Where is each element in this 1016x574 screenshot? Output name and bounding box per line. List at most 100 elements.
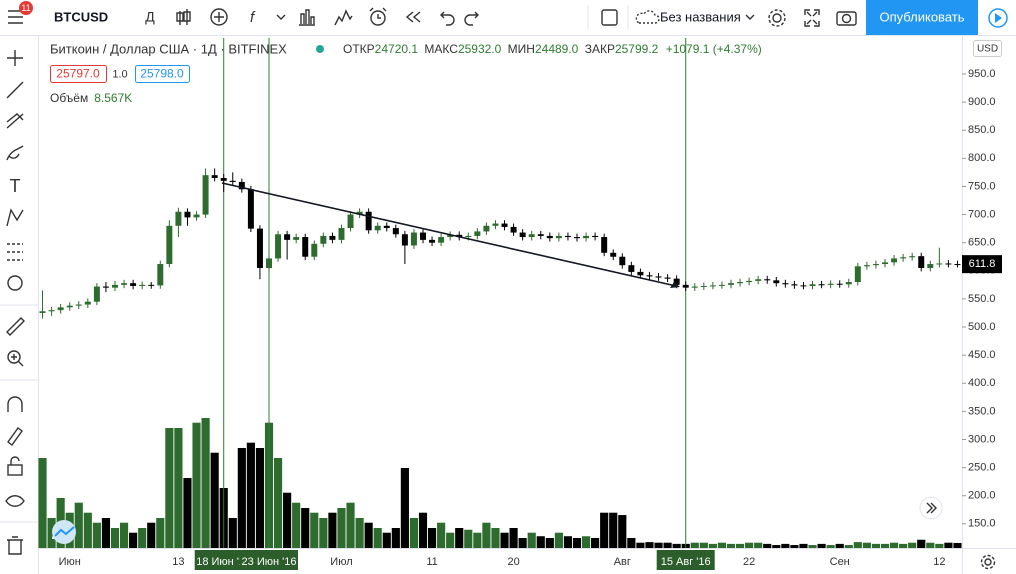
bid-box[interactable] bbox=[50, 65, 107, 83]
chart-style-button[interactable] bbox=[176, 9, 191, 25]
scroll-to-realtime[interactable] bbox=[919, 496, 943, 520]
plot-area: 150.0 200.0 250.0 300.0 350.0 400.0 450.0 500.0… bbox=[38, 38, 996, 570]
volume-bar bbox=[717, 542, 727, 548]
volume-bar bbox=[627, 538, 636, 548]
volume-bar bbox=[210, 452, 219, 548]
candle-body bbox=[429, 239, 436, 243]
candle-body bbox=[682, 284, 689, 288]
candle-body bbox=[909, 256, 916, 258]
volume-bar bbox=[409, 518, 419, 548]
y-tick-label: 700.0 bbox=[968, 208, 996, 220]
volume-bar bbox=[591, 538, 600, 548]
interval[interactable]: Д bbox=[145, 9, 155, 25]
candle-body bbox=[66, 305, 73, 308]
undo-button[interactable] bbox=[440, 11, 455, 26]
layout-menu-button[interactable] bbox=[745, 14, 755, 20]
candle-body bbox=[202, 175, 209, 215]
candle-body bbox=[320, 235, 327, 244]
x-tick-label: 12 bbox=[933, 556, 945, 568]
prediction-tool[interactable] bbox=[7, 243, 23, 261]
delete-tool[interactable] bbox=[7, 536, 23, 555]
candle-body bbox=[57, 307, 64, 311]
high-label: МАКС bbox=[424, 42, 458, 56]
pattern-tool[interactable] bbox=[6, 208, 24, 227]
candle-body bbox=[863, 265, 870, 267]
candle-body bbox=[882, 262, 888, 265]
volume-bar bbox=[672, 543, 681, 548]
open-value: 24720.1 bbox=[375, 42, 419, 56]
layout-name[interactable]: Без названия bbox=[660, 9, 741, 24]
candle-body bbox=[809, 284, 816, 286]
templates-button[interactable] bbox=[299, 9, 315, 26]
market-status bbox=[316, 45, 324, 53]
lock-tool[interactable] bbox=[7, 456, 23, 476]
volume-value: 8.567K bbox=[94, 91, 132, 105]
candle-body bbox=[139, 284, 146, 286]
trendline-tool[interactable] bbox=[6, 81, 24, 99]
volume-bar bbox=[636, 542, 645, 548]
symbol[interactable]: BTCUSD bbox=[54, 9, 108, 24]
candle-body bbox=[193, 214, 200, 218]
volume-bar bbox=[47, 518, 56, 548]
candle-body bbox=[356, 211, 363, 215]
y-tick-label: 350.0 bbox=[968, 405, 996, 417]
indicators-button[interactable]: f bbox=[250, 9, 286, 26]
symbol-description: Биткоин / Доллар США · 1Д · BITFINEX bbox=[50, 41, 287, 56]
screenshot-button[interactable] bbox=[836, 11, 857, 26]
volume-bar bbox=[283, 492, 292, 548]
volume-bar bbox=[609, 512, 618, 548]
currency-box[interactable] bbox=[973, 40, 1002, 57]
text-tool[interactable]: T bbox=[10, 176, 21, 196]
candle-body bbox=[782, 283, 789, 285]
hide-tool[interactable] bbox=[5, 495, 25, 507]
volume-label: Объём bbox=[50, 91, 88, 105]
fullscreen-button[interactable] bbox=[804, 9, 820, 27]
axis-settings-button[interactable] bbox=[980, 554, 996, 570]
volume-bar bbox=[183, 478, 192, 548]
candle-body bbox=[827, 283, 834, 285]
candle-body bbox=[93, 286, 100, 302]
volume-bar bbox=[228, 518, 237, 548]
ruler-tool[interactable] bbox=[6, 317, 25, 336]
publish-button[interactable] bbox=[866, 0, 978, 35]
pitchfork-tool[interactable] bbox=[6, 113, 24, 129]
candle-body bbox=[266, 258, 272, 268]
candle-body bbox=[447, 234, 454, 238]
y-tick-label: 550.0 bbox=[968, 293, 996, 305]
alert-button[interactable] bbox=[369, 7, 387, 26]
candle-body bbox=[420, 232, 426, 240]
compare-button[interactable] bbox=[210, 8, 228, 26]
volume-bar bbox=[119, 522, 129, 548]
candle-body bbox=[954, 264, 961, 266]
trend-line[interactable] bbox=[221, 182, 677, 287]
candle-body bbox=[184, 211, 191, 218]
icon-tool[interactable] bbox=[7, 275, 23, 291]
volume-bar bbox=[464, 529, 473, 548]
volume-bar bbox=[246, 442, 255, 548]
magnet-tool[interactable] bbox=[7, 396, 23, 412]
ask-box[interactable] bbox=[135, 65, 190, 83]
y-tick-label: 900.0 bbox=[968, 96, 996, 108]
replay-button[interactable] bbox=[405, 11, 421, 23]
svg-text:f: f bbox=[250, 9, 256, 26]
crosshair-tool[interactable] bbox=[7, 50, 23, 66]
volume-bar bbox=[917, 539, 926, 548]
redo-button[interactable] bbox=[464, 11, 479, 26]
volume-bar bbox=[880, 543, 890, 548]
brush-tool[interactable] bbox=[6, 145, 24, 161]
play-button[interactable] bbox=[988, 8, 1008, 28]
settings-button[interactable] bbox=[768, 9, 786, 27]
candle-body bbox=[383, 225, 390, 229]
candle-body bbox=[102, 286, 109, 288]
menu-button[interactable]: 11 bbox=[8, 1, 33, 24]
alert-series-button[interactable] bbox=[334, 9, 353, 26]
volume-bar bbox=[74, 502, 83, 548]
volume-bar bbox=[437, 522, 446, 548]
zoom-tool[interactable] bbox=[7, 350, 24, 367]
volume-bar bbox=[699, 542, 708, 548]
lock-drawing-tool[interactable] bbox=[7, 427, 23, 446]
multi-layout-button[interactable] bbox=[601, 9, 618, 26]
x-label-box bbox=[194, 550, 253, 570]
volume-legend: Объём 8.567K bbox=[50, 91, 132, 105]
candle-body bbox=[238, 181, 245, 190]
